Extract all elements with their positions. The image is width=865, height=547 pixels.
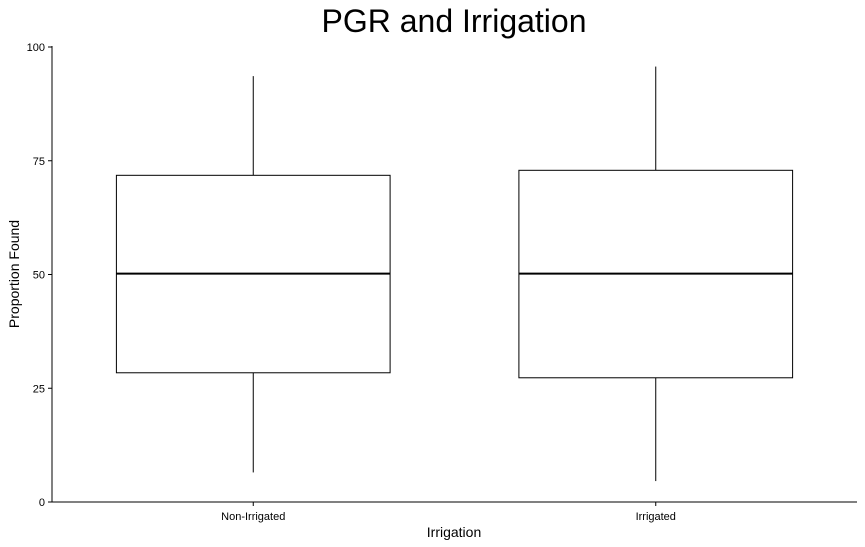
x-tick-label: Non-Irrigated bbox=[221, 511, 285, 523]
x-axis-label: Irrigation bbox=[427, 524, 481, 540]
x-axis-ticks: Non-Irrigated Irrigated bbox=[221, 502, 676, 523]
x-tick-label: Irrigated bbox=[636, 511, 676, 523]
y-axis-label: Proportion Found bbox=[6, 220, 22, 328]
box-irrigated bbox=[518, 66, 794, 482]
y-tick-label: 50 bbox=[33, 270, 45, 282]
y-tick-label: 100 bbox=[27, 42, 45, 54]
y-tick-label: 25 bbox=[33, 383, 45, 395]
y-axis-ticks: 0 25 50 75 100 bbox=[27, 42, 52, 509]
y-tick-label: 75 bbox=[33, 156, 45, 168]
plot-area bbox=[115, 66, 794, 482]
y-tick-label: 0 bbox=[39, 497, 45, 509]
box-non-irrigated bbox=[115, 76, 391, 473]
chart-title: PGR and Irrigation bbox=[321, 3, 586, 39]
